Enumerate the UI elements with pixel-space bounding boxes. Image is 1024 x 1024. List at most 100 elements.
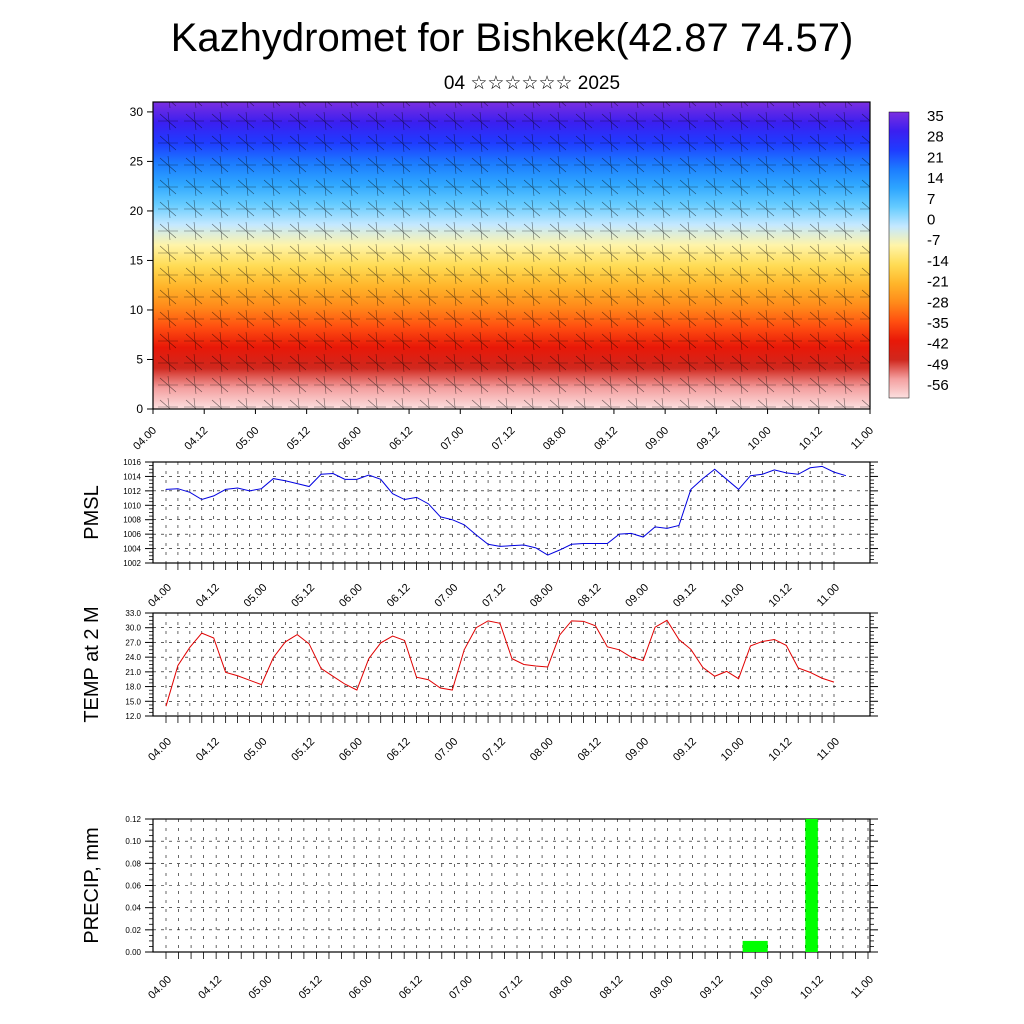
temp-panel: 12.0 15.0 18.0 21.0 24.0 27.0 30.0 33.0 04.00 04.… (81, 606, 878, 764)
y-tick-label: 1006 (123, 530, 141, 539)
y-tick-label: 0.06 (125, 882, 141, 891)
grid-lines (153, 461, 870, 564)
y-tick-label: 0.08 (125, 859, 141, 868)
y-tick-label: 10 (130, 303, 144, 317)
y-tick-label: 30.0 (125, 624, 141, 633)
x-tick-label: 04.12 (196, 974, 224, 1002)
precip-bar (805, 819, 818, 952)
chart-title: Kazhydromet for Bishkek(42.87 74.57) (170, 16, 854, 60)
x-tick-label: 05.12 (289, 736, 317, 764)
x-tick-label: 05.12 (289, 582, 317, 610)
panel-frame (152, 612, 871, 717)
y-tick-label: 0.10 (125, 837, 141, 846)
pmsl-panel: 1002 1004 1006 1008 1010 1012 1014 1016 04.00 04.… (81, 458, 878, 610)
grid-lines (153, 818, 870, 953)
x-tick-label: 10.00 (746, 425, 774, 453)
colorbar-labels: 35 28 21 14 7 0 -7 -14 -21 -28 -35 -42 -49 -56 (927, 108, 949, 394)
y-tick-label: 1004 (123, 545, 141, 554)
x-tick-label: 10.00 (748, 974, 776, 1002)
x-tick-label: 07.12 (480, 736, 508, 764)
x-tick-label: 07.00 (438, 425, 466, 453)
x-tick-label: 09.00 (623, 582, 651, 610)
x-tick-label: 04.12 (194, 736, 222, 764)
y-tick-label: 1010 (123, 501, 141, 510)
x-tick-label: 08.00 (528, 736, 556, 764)
x-tick-label: 11.00 (815, 582, 842, 609)
x-tick-label: 06.12 (385, 582, 413, 610)
x-tick-label: 05.00 (246, 974, 274, 1002)
colorbar-label: -7 (927, 232, 940, 249)
x-tick-label: 08.12 (576, 736, 604, 764)
x-tick-label: 11.00 (815, 736, 842, 763)
y-tick-label: 18.0 (125, 683, 141, 692)
y-axis-label: PRECIP, mm (81, 827, 103, 943)
x-tick-label: 06.12 (385, 736, 413, 764)
y-tick-label: 1008 (123, 516, 141, 525)
x-tick-label: 07.12 (480, 582, 508, 610)
wind-barbs-overlay (153, 102, 870, 409)
y-tick-label: 0 (136, 402, 143, 416)
colorbar-label: 14 (927, 170, 944, 187)
panel-frame (152, 461, 871, 564)
x-tick-label: 09.12 (695, 425, 723, 453)
x-tick-label: 06.00 (337, 582, 365, 610)
x-tick-label: 06.12 (397, 974, 425, 1002)
y-tick-label: 24.0 (125, 653, 141, 662)
x-tick-label: 07.12 (490, 425, 518, 453)
y-tick-label: 30 (130, 105, 144, 119)
colorbar-label: 0 (927, 212, 935, 229)
cross-section-y-axis: 0 5 10 15 20 25 30 (130, 105, 153, 416)
colorbar-label: -49 (927, 356, 949, 373)
y-tick-label: 1014 (123, 472, 141, 481)
colorbar-label: 7 (927, 191, 935, 208)
x-tick-label: 08.12 (592, 425, 620, 453)
x-tick-label: 07.12 (497, 974, 525, 1002)
y-tick-label: 5 (136, 352, 143, 366)
cross-section-x-axis: 04.00 04.12 05.00 05.12 06.00 06.12 07.00 07.12… (131, 409, 876, 453)
x-tick-label: 06.12 (387, 425, 415, 453)
y-tick-label: 27.0 (125, 638, 141, 647)
y-tick-label: 15 (130, 253, 144, 267)
y-tick-label: 12.0 (125, 712, 141, 721)
y-tick-label: 0.02 (125, 926, 141, 935)
colorbar-label: -14 (927, 253, 949, 270)
x-tick-label: 10.12 (797, 425, 825, 453)
x-tick-label: 04.00 (146, 974, 174, 1002)
y-tick-label: 25 (130, 154, 144, 168)
y-tick-label: 21.0 (125, 668, 141, 677)
grid-lines (153, 612, 870, 717)
y-tick-label: 20 (130, 204, 144, 218)
y-tick-label: 0.00 (125, 948, 141, 957)
precip-panel: 0.00 0.02 0.04 0.06 0.08 0.10 0.12 04.00 04.12 05… (81, 815, 878, 1002)
colorbar-fill (888, 111, 910, 399)
y-tick-label: 15.0 (125, 697, 141, 706)
y-tick-label: 0.12 (125, 815, 141, 824)
x-tick-label: 04.00 (131, 425, 159, 453)
x-tick-label: 06.00 (336, 425, 364, 453)
x-tick-label: 10.12 (766, 582, 794, 610)
temp-series-line (165, 619, 835, 707)
x-tick-label: 08.12 (597, 974, 625, 1002)
x-tick-label: 10.12 (798, 974, 826, 1002)
x-tick-label: 09.12 (698, 974, 726, 1002)
x-tick-label: 06.00 (337, 736, 365, 764)
x-tick-label: 04.00 (146, 736, 174, 764)
colorbar-label: -35 (927, 315, 949, 332)
colorbar: 35 28 21 14 7 0 -7 -14 -21 -28 -35 -42 -49 -56 (888, 108, 949, 399)
x-tick-label: 11.00 (849, 974, 876, 1001)
x-tick-label: 10.12 (766, 736, 794, 764)
colorbar-label: -56 (927, 377, 949, 394)
colorbar-label: -42 (927, 336, 949, 353)
x-tick-label: 09.00 (648, 974, 676, 1002)
y-axis-label: TEMP at 2 M (81, 606, 103, 722)
x-tick-label: 06.00 (347, 974, 375, 1002)
x-tick-label: 07.00 (447, 974, 475, 1002)
x-tick-label: 05.00 (242, 582, 270, 610)
x-tick-label: 04.00 (146, 582, 174, 610)
colorbar-label: 35 (927, 108, 944, 125)
x-tick-label: 09.12 (671, 582, 699, 610)
y-tick-label: 1002 (123, 559, 141, 568)
y-tick-label: 1016 (123, 458, 141, 467)
x-tick-label: 08.00 (547, 974, 575, 1002)
